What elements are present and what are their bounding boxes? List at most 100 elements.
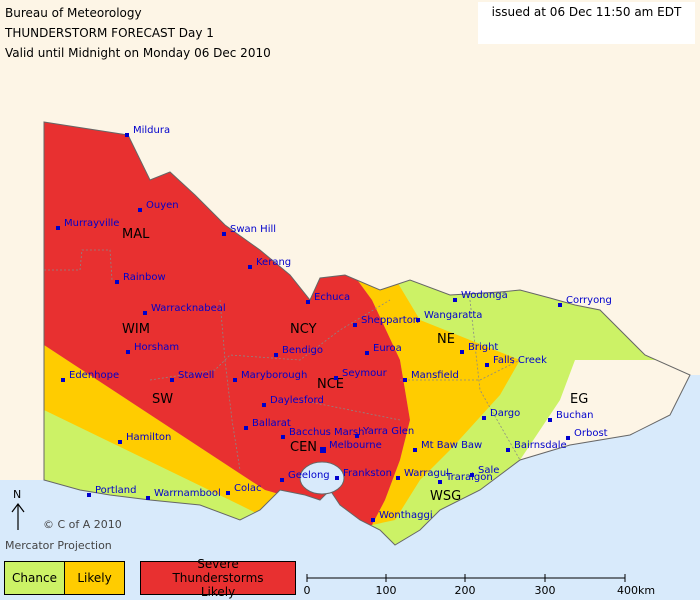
town-dot (353, 323, 357, 327)
town-label: Ballarat (252, 418, 291, 429)
town-label: Kerang (256, 257, 291, 268)
town-label: Melbourne (329, 440, 382, 451)
town-dot (274, 353, 278, 357)
town-label: Warrnambool (154, 488, 221, 499)
town-label: Maryborough (241, 370, 307, 381)
copyright: © C of A 2010 (43, 518, 122, 531)
town-label: Wangaratta (424, 310, 482, 321)
town-dot (416, 318, 420, 322)
town-label: Colac (234, 483, 262, 494)
likely-zone (350, 270, 520, 525)
scale-label: 200 (455, 584, 476, 597)
town-label: Seymour (342, 368, 388, 379)
town-label: Wodonga (461, 290, 508, 301)
region-label: MAL (122, 227, 150, 242)
region-label: NCY (290, 322, 317, 337)
town-dot (61, 378, 65, 382)
scale-label: 300 (535, 584, 556, 597)
town-dot (118, 440, 122, 444)
region-label: NE (437, 332, 455, 347)
town-dot (87, 493, 91, 497)
town-dot (506, 448, 510, 452)
town-dot (566, 436, 570, 440)
title: Bureau of Meteorology (5, 6, 142, 20)
town-label: Daylesford (270, 395, 324, 406)
town-label: Traralgon (445, 472, 493, 483)
town-label: Mt Baw Baw (421, 440, 482, 451)
region-label: WIM (122, 322, 150, 337)
town-dot (482, 416, 486, 420)
district-lines (44, 249, 521, 471)
scale-label: 0 (304, 584, 311, 597)
projection: Mercator Projection (5, 539, 112, 552)
town-label: Corryong (566, 295, 612, 306)
town-label: Portland (95, 485, 136, 496)
town-dot (396, 476, 400, 480)
town-dot (371, 518, 375, 522)
town-label: Wonthaggi (379, 510, 433, 521)
scale-label: 400km (617, 584, 655, 597)
town-dot (365, 351, 369, 355)
town-label: Horsham (134, 342, 179, 353)
port-phillip-bay (299, 461, 345, 495)
town-dot (548, 418, 552, 422)
sea (0, 375, 700, 600)
town-label: Falls Creek (493, 355, 547, 366)
town-label: Echuca (314, 292, 350, 303)
town-label: Frankston (343, 468, 392, 479)
town-dot (470, 473, 474, 477)
town-label: Mildura (133, 125, 170, 136)
town-dot (226, 491, 230, 495)
town-dot (453, 298, 457, 302)
town-label: Bright (468, 342, 498, 353)
town-dot (262, 403, 266, 407)
town-label: Swan Hill (230, 224, 276, 235)
town-dot (438, 480, 442, 484)
town-dot (413, 448, 417, 452)
town-dot (126, 350, 130, 354)
town-label: Rainbow (123, 272, 166, 283)
town-dot (138, 208, 142, 212)
legend-chance: Chance (4, 561, 65, 595)
town-dot (56, 226, 60, 230)
town-label: Buchan (556, 410, 594, 421)
town-dot (334, 376, 338, 380)
town-dot (280, 478, 284, 482)
region-label: NCE (317, 377, 344, 392)
valid-text: Valid until Midnight on Monday 06 Dec 20… (5, 46, 271, 60)
town-dot (146, 496, 150, 500)
town-label: Bendigo (282, 345, 323, 356)
town-dot (248, 265, 252, 269)
town-label: Dargo (490, 408, 520, 419)
town-dot (281, 435, 285, 439)
town-dot (306, 300, 310, 304)
town-dot (222, 232, 226, 236)
town-label: Warragul (404, 468, 449, 479)
town-label: Geelong (288, 470, 330, 481)
town-dot (355, 434, 359, 438)
town-label: Edenhope (69, 370, 119, 381)
north-arrow-head (11, 503, 25, 513)
scale-label: 100 (376, 584, 397, 597)
region-label: WSG (430, 489, 461, 504)
likely-zone (44, 345, 300, 515)
town-label: Murrayville (64, 218, 119, 229)
town-dot (320, 447, 326, 453)
town-label: Yarra Glen (362, 426, 414, 437)
town-label: Orbost (574, 428, 608, 439)
town-label: Euroa (373, 343, 402, 354)
town-label: Warracknabeal (151, 303, 226, 314)
region-label: EG (570, 392, 588, 407)
region-label: SW (152, 392, 173, 407)
town-label: Ouyen (146, 200, 179, 211)
town-label: Mansfield (411, 370, 459, 381)
town-label: Bacchus Marsh (289, 427, 364, 438)
town-dot (115, 280, 119, 284)
town-label: Shepparton (361, 315, 419, 326)
subtitle: THUNDERSTORM FORECAST Day 1 (5, 26, 214, 40)
legend-severe: Severe Thunderstorms Likely (140, 557, 296, 599)
town-dot (233, 378, 237, 382)
